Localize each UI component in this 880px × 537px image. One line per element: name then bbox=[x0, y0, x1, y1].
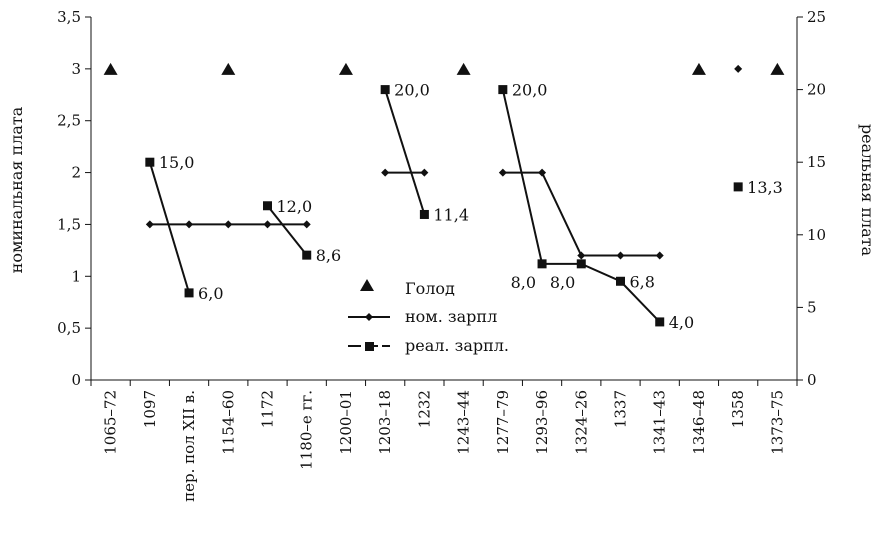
x-tick-label: 1243–44 bbox=[455, 390, 473, 455]
nominal-wage-line bbox=[502, 171, 660, 257]
x-tick-label: пер. пол XII в. bbox=[180, 390, 198, 502]
left-tick-label: 2,5 bbox=[57, 112, 81, 130]
legend-nominal-marker bbox=[365, 313, 373, 321]
x-tick-label: 1337 bbox=[612, 390, 630, 428]
x-tick-label: 1324–26 bbox=[572, 390, 590, 455]
right-tick-label: 10 bbox=[807, 226, 826, 244]
nominal-wage-point bbox=[655, 251, 664, 260]
famine-marker bbox=[456, 62, 471, 75]
real-wage-data-label: 20,0 bbox=[394, 81, 430, 100]
real-wage-point bbox=[576, 259, 586, 269]
x-tick-label: 1373–75 bbox=[768, 390, 786, 455]
right-tick-label: 5 bbox=[807, 298, 817, 316]
left-tick-label: 0 bbox=[71, 371, 81, 389]
real-wage-data-label: 12,0 bbox=[277, 197, 313, 216]
x-tick-label: 1180–е гг. bbox=[298, 390, 316, 470]
x-tick-label: 1277–79 bbox=[494, 390, 512, 455]
real-wage-data-label: 6,0 bbox=[198, 284, 223, 303]
nominal-wage-point bbox=[145, 220, 154, 229]
legend-real-label: реал. зарпл. bbox=[405, 336, 509, 355]
famine-marker bbox=[691, 62, 706, 75]
nominal-wage-point bbox=[224, 220, 233, 229]
x-tick-label: 1358 bbox=[729, 390, 747, 428]
real-wage-point bbox=[380, 85, 390, 95]
data-labels: 15,0 6,0 12,0 8,6 20,0 11,4 20,0 8,0 8,0 6,8 4,0 13… bbox=[159, 81, 783, 332]
nominal-wage-point bbox=[734, 64, 743, 73]
real-wage-data-label: 11,4 bbox=[433, 205, 469, 224]
nominal-wage-point bbox=[263, 220, 272, 229]
real-wage-point bbox=[184, 288, 194, 298]
x-tick-label: 1346–48 bbox=[690, 390, 708, 455]
x-tick-label: 1232 bbox=[415, 390, 433, 428]
real-wage-line bbox=[384, 89, 426, 215]
real-wage-data-label: 20,0 bbox=[512, 81, 548, 100]
x-tick-label: 1341–43 bbox=[651, 390, 669, 455]
real-wage-point bbox=[616, 276, 625, 286]
left-tick-label: 1 bbox=[71, 267, 81, 285]
x-tick-label: 1154–60 bbox=[219, 390, 237, 455]
nominal-wage-point bbox=[498, 168, 507, 177]
right-tick-label: 0 bbox=[807, 371, 817, 389]
right-tick-label: 25 bbox=[807, 8, 826, 26]
real-wage-data-label: 8,0 bbox=[511, 273, 536, 292]
right-tick-label: 15 bbox=[807, 153, 826, 171]
left-tick-label: 3 bbox=[71, 60, 81, 78]
real-wage-point bbox=[302, 250, 312, 260]
real-wage-line bbox=[266, 205, 308, 256]
x-tick-label: 1293–96 bbox=[533, 390, 551, 455]
nominal-wage-point bbox=[616, 251, 625, 260]
x-tick-label: 1172 bbox=[259, 390, 277, 428]
left-axis-label: номинальная плата bbox=[7, 106, 26, 273]
legend-nominal-label: ном. зарпл bbox=[405, 307, 497, 326]
real-wage-point bbox=[733, 182, 743, 192]
real-wage-point bbox=[655, 317, 665, 327]
left-tick-label: 0,5 bbox=[57, 319, 81, 337]
legend-real-marker bbox=[365, 342, 374, 351]
real-wage-data-label: 15,0 bbox=[159, 153, 195, 172]
real-wage-line bbox=[148, 161, 191, 294]
left-tick-label: 2 bbox=[71, 164, 81, 182]
series-markers bbox=[103, 62, 785, 327]
real-wage-data-label: 8,6 bbox=[316, 246, 341, 265]
x-tick-label: 1097 bbox=[141, 390, 159, 428]
nominal-wage-point bbox=[538, 168, 547, 177]
nominal-wage-point bbox=[577, 251, 586, 260]
legend-famine-label: Голод bbox=[405, 279, 455, 298]
right-tick-label: 20 bbox=[807, 81, 826, 99]
real-wage-data-label: 8,0 bbox=[550, 273, 575, 292]
legend-famine-symbol bbox=[360, 279, 374, 291]
legend: Голод ном. зарпл реал. зарпл. bbox=[348, 279, 509, 355]
real-wage-point bbox=[145, 157, 155, 167]
famine-marker bbox=[338, 62, 353, 75]
real-wage-data-label: 13,3 bbox=[747, 178, 783, 197]
nominal-wage-point bbox=[381, 168, 390, 177]
real-wage-point bbox=[263, 201, 272, 211]
real-wage-point bbox=[419, 209, 429, 219]
left-tick-label: 3,5 bbox=[57, 8, 81, 26]
x-tick-label: 1065–72 bbox=[102, 390, 120, 455]
x-tick-label: 1203–18 bbox=[376, 390, 394, 455]
left-tick-label: 1,5 bbox=[57, 215, 81, 233]
nominal-wage-point bbox=[185, 220, 194, 229]
axes: 0 0,5 1 1,5 2 2,5 3 3,5 0 5 10 15 20 25 1065–72 1097 пер… bbox=[57, 8, 826, 502]
famine-marker bbox=[770, 62, 785, 75]
nominal-wage-point bbox=[302, 220, 311, 229]
real-wage-point bbox=[498, 85, 508, 95]
famine-marker bbox=[221, 62, 236, 75]
famine-marker bbox=[103, 62, 118, 75]
real-wage-data-label: 6,8 bbox=[630, 272, 655, 291]
x-tick-label: 1200–01 bbox=[337, 390, 355, 455]
right-axis-label: реальная плата bbox=[858, 124, 877, 257]
real-wage-data-label: 4,0 bbox=[669, 313, 694, 332]
real-wage-point bbox=[537, 259, 547, 269]
nominal-wage-point bbox=[420, 168, 429, 177]
